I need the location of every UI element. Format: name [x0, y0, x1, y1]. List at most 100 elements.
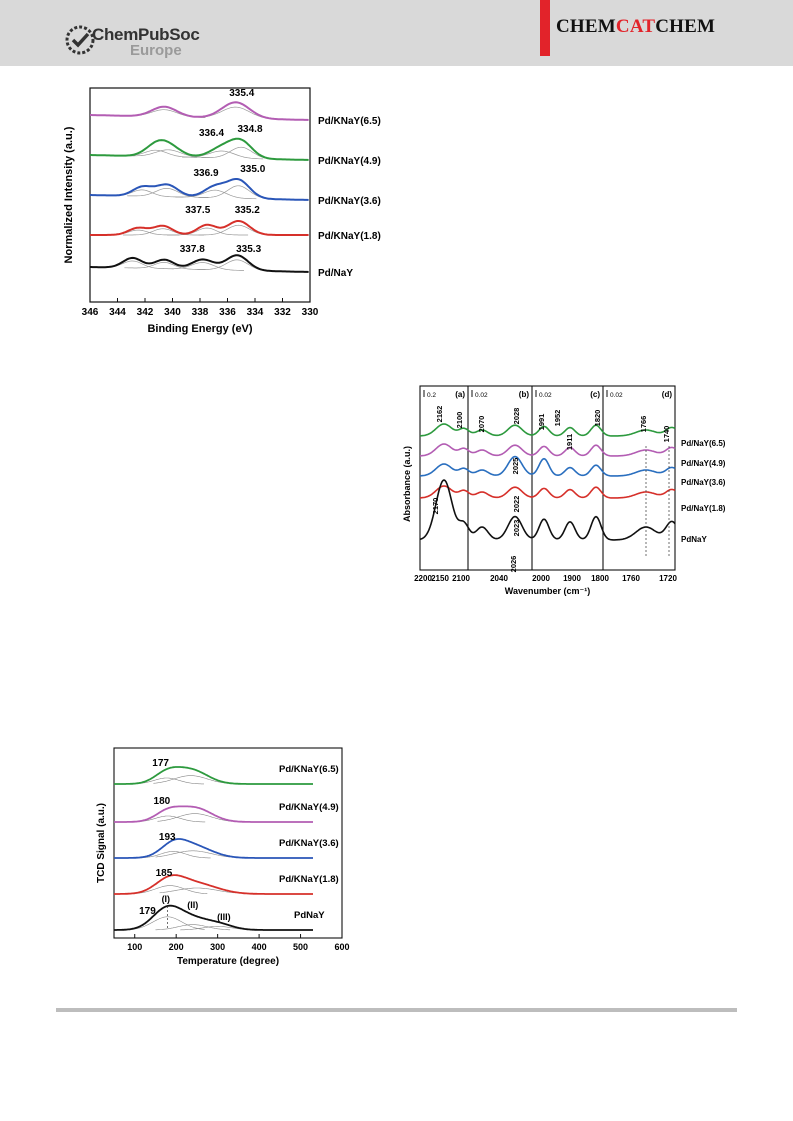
fit-component	[124, 262, 206, 270]
x-axis-label: Binding Energy (eV)	[147, 323, 252, 335]
peak-label: 337.8	[180, 244, 205, 255]
panel-id: (b)	[519, 390, 530, 399]
series-line	[114, 766, 313, 785]
series-name: Pd/KNaY(4.9)	[318, 156, 381, 167]
x-tick-label: 600	[334, 942, 349, 952]
x-tick-label: 400	[252, 942, 267, 952]
peak-label: 334.8	[237, 124, 262, 135]
series-line	[114, 904, 313, 931]
xps-figure: 346 344 342 340 338 336 334 332 330 Binding Energ…	[60, 82, 381, 342]
journal-part-2: CAT	[615, 16, 656, 37]
fit-component	[136, 851, 211, 859]
peak-label: 177	[152, 758, 169, 769]
band-label: 1820	[593, 410, 602, 427]
series-line	[114, 874, 313, 895]
peak-label: 335.4	[229, 88, 254, 99]
fit-component	[159, 887, 235, 894]
series-name: Pd/KNaY(1.8)	[318, 231, 381, 242]
series-name: Pd/KNaY(6.5)	[318, 116, 381, 127]
xps-chart: 346 344 342 340 338 336 334 332 330 Binding Energ…	[63, 87, 381, 335]
fit-component	[167, 227, 249, 236]
tpr-chart: 100 200 300 400 500 600 Temperature (degree) TC…	[96, 747, 350, 967]
band-label: 2070	[477, 416, 486, 433]
panel-id: (d)	[662, 390, 673, 399]
series-line	[419, 479, 676, 541]
peak-label: 179	[139, 906, 156, 917]
x-tick-label: 1800	[591, 574, 609, 583]
x-tick-label: 2100	[452, 574, 470, 583]
series-line	[419, 455, 676, 477]
scale-value: 0.02	[610, 392, 623, 399]
fit-component	[155, 850, 231, 858]
y-axis-label: Absorbance (a.u.)	[402, 446, 412, 522]
band-label: 1991	[537, 414, 546, 431]
x-tick-label: 332	[274, 307, 291, 318]
series-line	[114, 838, 313, 859]
plot-frame	[419, 385, 676, 571]
series-name: Pd/KNaY(4.9)	[279, 802, 339, 813]
series-line	[90, 178, 309, 201]
series-line	[90, 101, 309, 121]
series-line	[90, 137, 309, 161]
band-label: 2162	[435, 406, 444, 423]
x-tick-label: 500	[293, 942, 308, 952]
accent-bar	[540, 0, 550, 56]
scale-value: 0.02	[539, 392, 552, 399]
series-name: Pd/NaY	[318, 268, 353, 279]
panel-id: (c)	[590, 390, 600, 399]
fit-component	[127, 187, 209, 199]
x-tick-label: 2040	[490, 574, 508, 583]
series-name: Pd/NaY(4.9)	[681, 459, 726, 468]
footer-rule	[56, 1008, 737, 1012]
x-tick-label: 300	[210, 942, 225, 952]
series-line	[419, 443, 676, 457]
x-tick-label: 338	[192, 307, 209, 318]
x-tick-label: 200	[169, 942, 184, 952]
series-line	[90, 254, 309, 273]
series-name: PdNaY	[681, 535, 707, 544]
ftir-figure: (a) 0.2 (b) 0.02 (c) 0.02 (d) 0.02 2200 2150 2100 2…	[402, 380, 739, 596]
series-name: Pd/NaY(6.5)	[681, 439, 726, 448]
region-label: (I)	[162, 894, 171, 904]
series-name: Pd/KNaY(3.6)	[318, 196, 381, 207]
fit-component	[162, 262, 244, 271]
fit-component	[182, 150, 264, 160]
band-label: 1952	[553, 410, 562, 427]
fit-component	[153, 775, 229, 784]
band-label: 2025	[511, 458, 520, 475]
band-label: 2026	[509, 556, 518, 573]
x-tick-label: 344	[109, 307, 126, 318]
series-name: Pd/NaY(1.8)	[681, 504, 726, 513]
publisher-sub: Europe	[130, 42, 182, 59]
journal-part-1: CHEM	[556, 16, 616, 37]
fit-component	[155, 924, 231, 931]
x-tick-label: 2150	[431, 574, 449, 583]
fit-component	[132, 885, 208, 894]
fit-component	[123, 228, 205, 236]
chempubsoc-logo-icon	[65, 25, 95, 55]
series-line	[419, 423, 676, 437]
band-label: 2022	[512, 496, 521, 513]
band-label: 2028	[512, 408, 521, 425]
x-axis-label: Wavenumber (cm⁻¹)	[505, 586, 590, 596]
series-name: Pd/KNaY(3.6)	[279, 838, 339, 849]
peak-label: 335.3	[236, 244, 261, 255]
band-label: 1911	[565, 434, 574, 450]
band-label: 2100	[455, 412, 464, 429]
series-line	[90, 220, 309, 236]
x-tick-label: 1900	[563, 574, 581, 583]
journal-part-3: CHEM	[655, 16, 716, 37]
peak-label: 337.5	[185, 205, 210, 216]
x-tick-label: 1760	[622, 574, 640, 583]
y-axis-label: Normalized Intensity (a.u.)	[63, 126, 75, 263]
x-tick-label: 334	[247, 307, 264, 318]
peak-label: 335.2	[235, 205, 260, 216]
x-axis-label: Temperature (degree)	[177, 956, 279, 967]
x-tick-label: 346	[82, 307, 99, 318]
scale-value: 0.2	[427, 392, 436, 399]
peak-label: 336.9	[193, 168, 218, 179]
region-label: (III)	[217, 912, 231, 922]
x-tick-label: 1720	[659, 574, 677, 583]
x-tick-label: 2200	[414, 574, 432, 583]
x-tick-label: 340	[164, 307, 181, 318]
